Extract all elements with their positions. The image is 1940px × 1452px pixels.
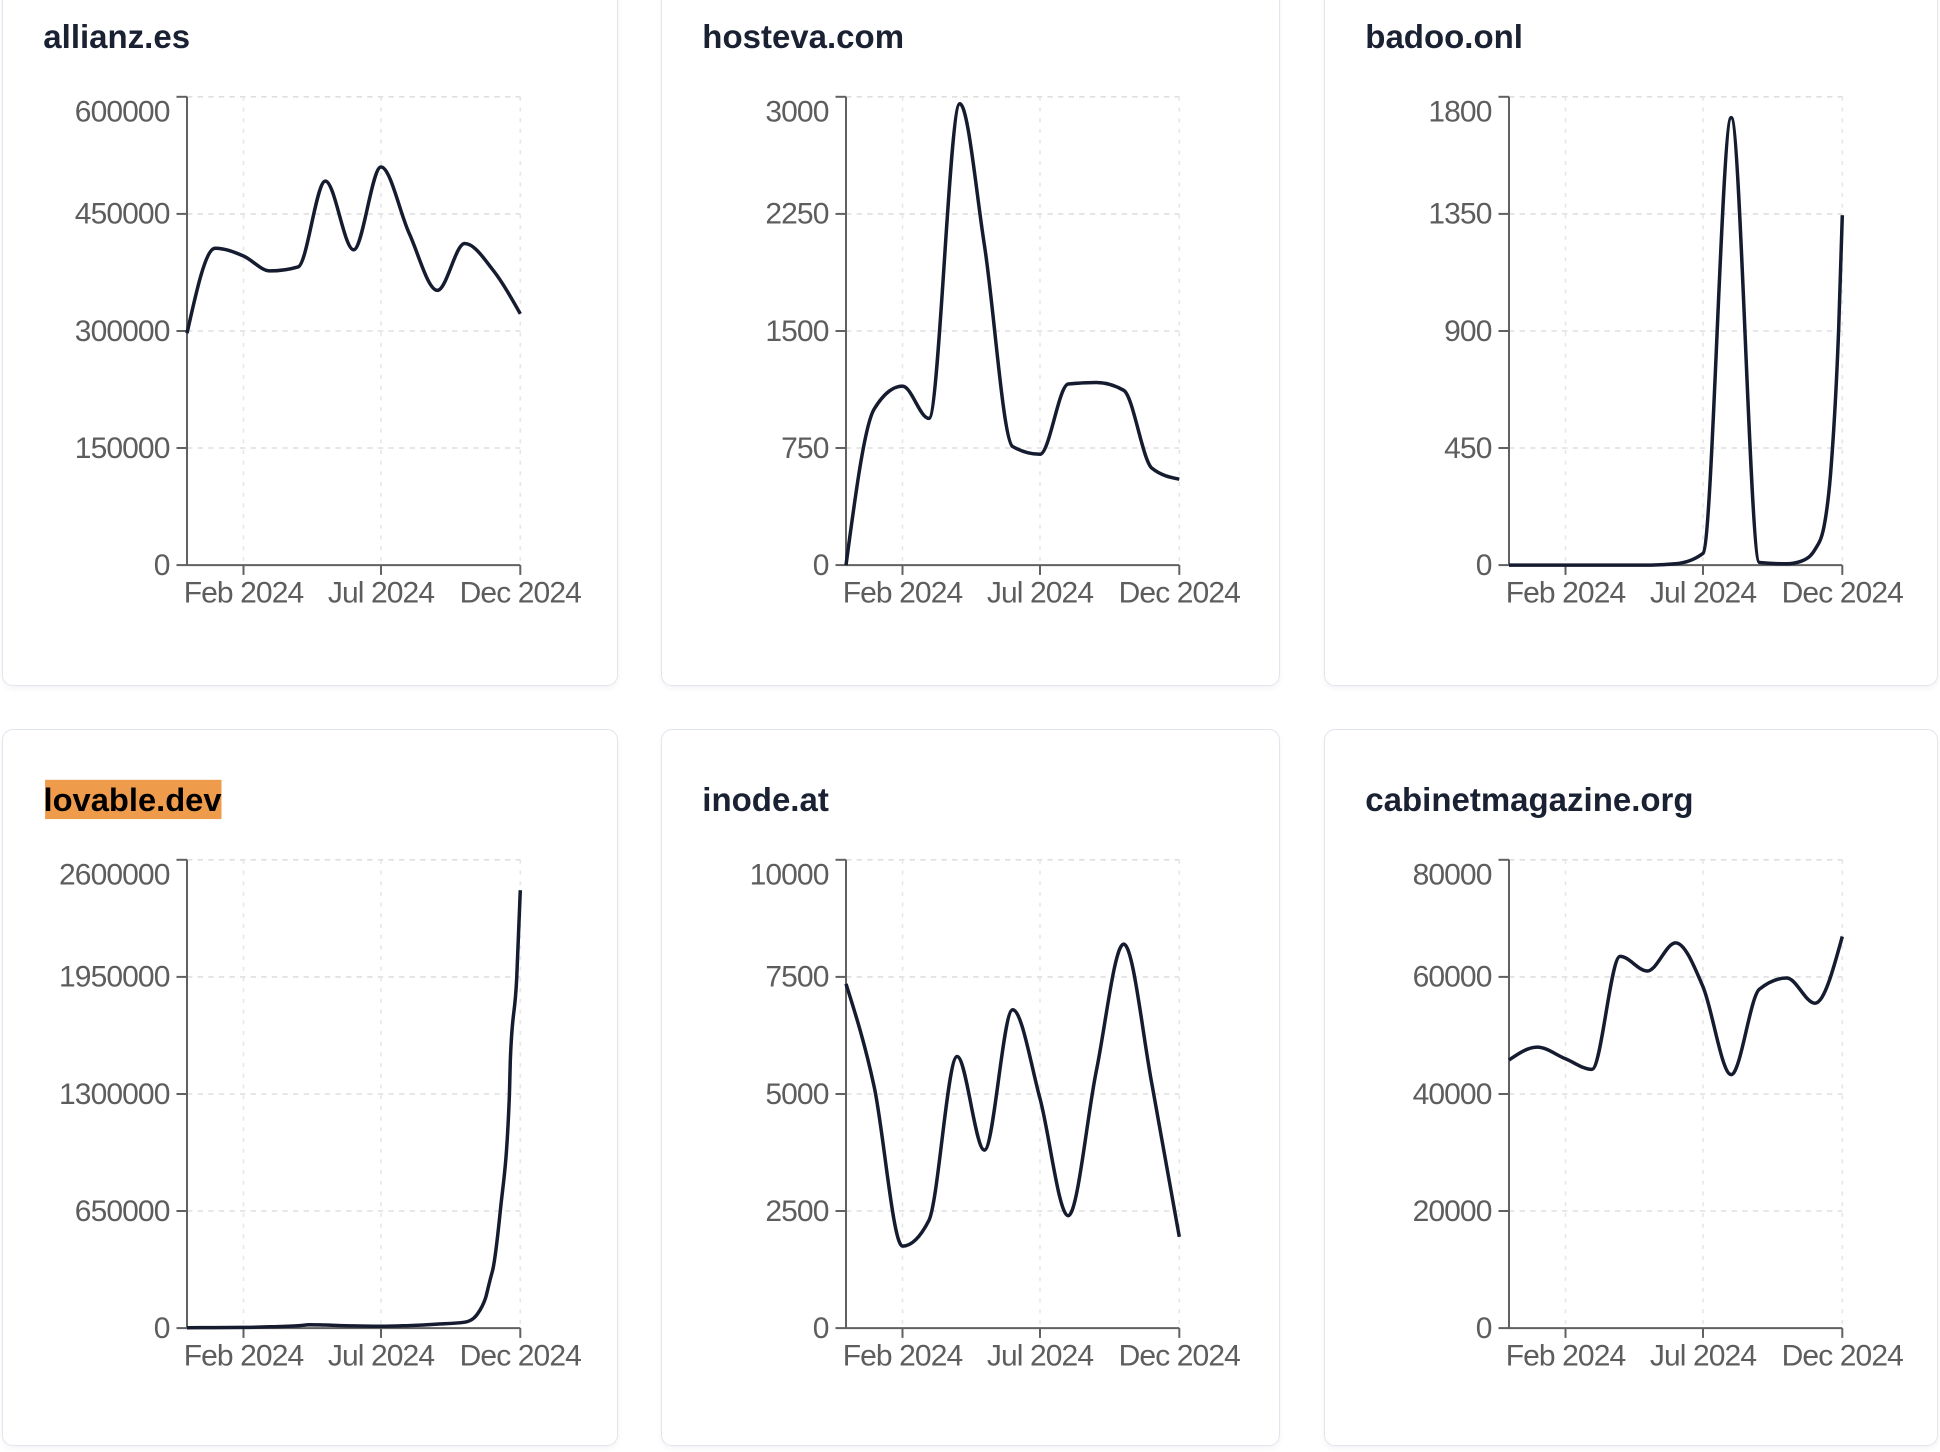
svg-text:Dec 2024: Dec 2024 [459,577,580,610]
svg-text:300000: 300000 [74,315,169,348]
svg-text:450: 450 [1444,432,1492,465]
svg-text:0: 0 [1475,549,1491,582]
svg-text:3000: 3000 [765,96,828,129]
svg-text:hosteva.com: hosteva.com [702,18,904,55]
svg-text:80000: 80000 [1412,858,1491,891]
svg-text:Dec 2024: Dec 2024 [459,1339,580,1372]
svg-text:Feb 2024: Feb 2024 [842,577,962,610]
svg-text:badoo.onl: badoo.onl [1365,18,1523,55]
svg-text:Feb 2024: Feb 2024 [842,1339,962,1372]
svg-text:1800: 1800 [1428,96,1491,129]
svg-text:10000: 10000 [749,858,828,891]
svg-text:600000: 600000 [74,96,169,129]
svg-text:Jul 2024: Jul 2024 [327,577,433,610]
svg-text:2250: 2250 [765,198,828,231]
svg-text:7500: 7500 [765,960,828,993]
svg-text:lovable.dev: lovable.dev [43,780,222,817]
svg-text:Jul 2024: Jul 2024 [1649,1339,1755,1372]
svg-text:Jul 2024: Jul 2024 [986,1339,1092,1372]
svg-text:allianz.es: allianz.es [43,18,190,55]
svg-text:5000: 5000 [765,1077,828,1110]
svg-text:450000: 450000 [74,198,169,231]
svg-text:1350: 1350 [1428,198,1491,231]
svg-text:1950000: 1950000 [59,960,170,993]
svg-text:inode.at: inode.at [702,780,829,817]
svg-text:Jul 2024: Jul 2024 [986,577,1092,610]
svg-text:Dec 2024: Dec 2024 [1781,577,1902,610]
svg-text:60000: 60000 [1412,960,1491,993]
svg-text:Feb 2024: Feb 2024 [183,1339,303,1372]
svg-text:0: 0 [812,549,828,582]
svg-text:0: 0 [1475,1311,1491,1344]
svg-text:750: 750 [781,432,829,465]
svg-text:1300000: 1300000 [59,1077,170,1110]
svg-text:2500: 2500 [765,1194,828,1227]
svg-text:Jul 2024: Jul 2024 [1649,577,1755,610]
svg-text:1500: 1500 [765,315,828,348]
svg-text:900: 900 [1444,315,1492,348]
svg-text:Feb 2024: Feb 2024 [1505,1339,1625,1372]
svg-text:Jul 2024: Jul 2024 [327,1339,433,1372]
svg-text:Dec 2024: Dec 2024 [1118,577,1239,610]
svg-text:650000: 650000 [74,1194,169,1227]
svg-text:150000: 150000 [74,432,169,465]
svg-text:cabinetmagazine.org: cabinetmagazine.org [1365,780,1693,817]
svg-text:Feb 2024: Feb 2024 [183,577,303,610]
svg-text:Feb 2024: Feb 2024 [1505,577,1625,610]
svg-text:0: 0 [153,1311,169,1344]
svg-text:2600000: 2600000 [59,858,170,891]
svg-text:Dec 2024: Dec 2024 [1118,1339,1239,1372]
svg-text:Dec 2024: Dec 2024 [1781,1339,1902,1372]
svg-text:20000: 20000 [1412,1194,1491,1227]
svg-text:0: 0 [812,1311,828,1344]
svg-text:0: 0 [153,549,169,582]
svg-text:40000: 40000 [1412,1077,1491,1110]
